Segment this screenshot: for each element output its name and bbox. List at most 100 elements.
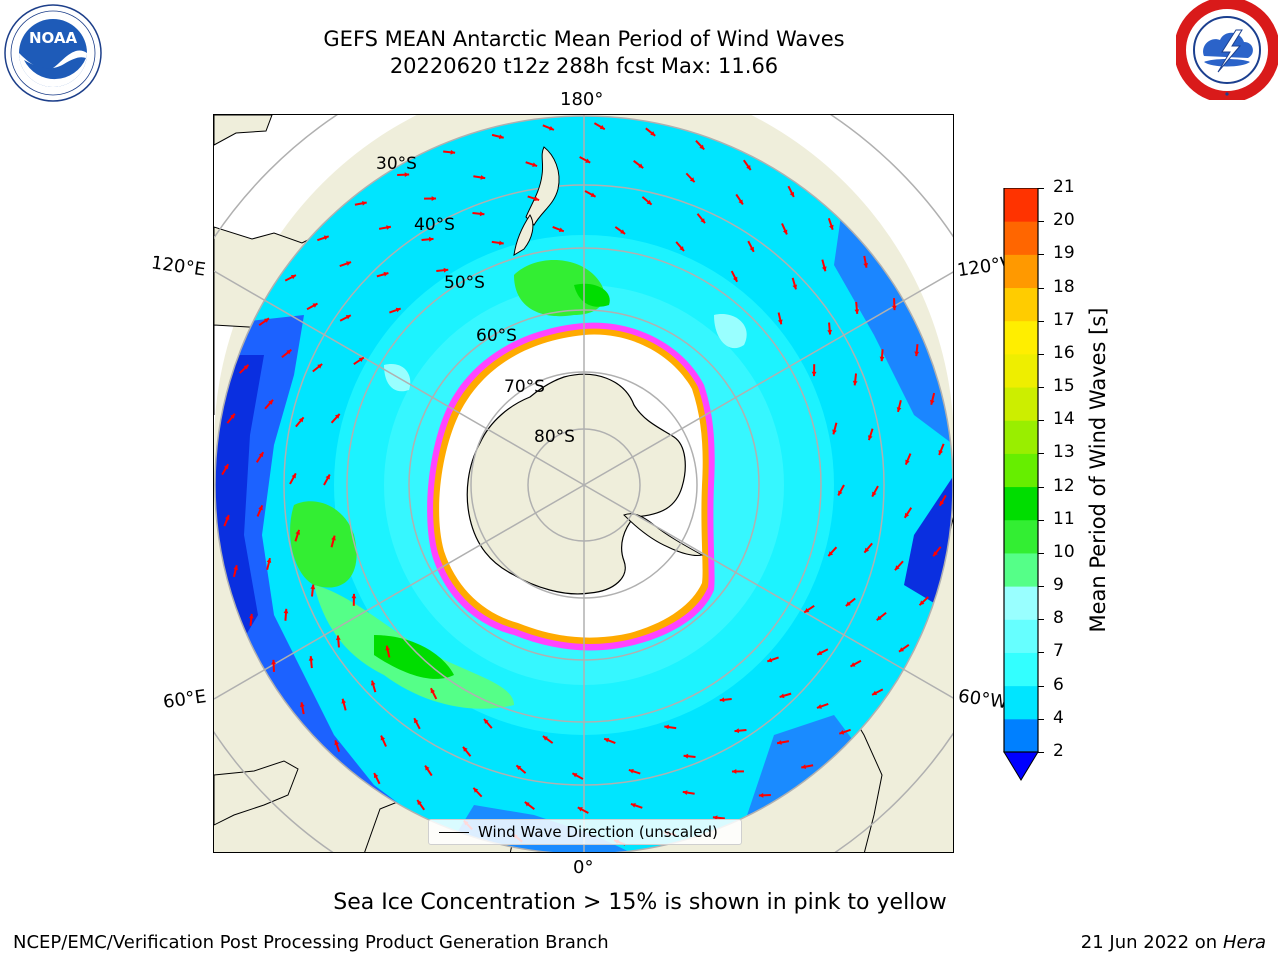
footer-date: 21 Jun 2022 on	[1080, 932, 1218, 953]
colorbar-tick-label: 17	[1053, 309, 1075, 330]
wind-wave-arrowhead	[450, 149, 456, 155]
wind-wave-arrowhead	[758, 792, 764, 798]
wind-wave-arrowhead	[827, 329, 833, 335]
wind-wave-arrowhead	[479, 211, 485, 217]
wind-wave-arrowhead	[719, 697, 725, 703]
wind-wave-arrowhead	[905, 459, 910, 465]
colorbar-tick-mark	[1038, 552, 1044, 554]
colorbar-segment	[1004, 453, 1038, 488]
wind-wave-arrowhead	[380, 735, 386, 741]
colorbar-underflow-triangle	[1003, 751, 1039, 781]
wind-wave-arrowhead	[374, 773, 379, 779]
wind-wave-arrowhead	[243, 364, 249, 370]
colorbar-tick-label: 10	[1053, 541, 1075, 562]
wind-wave-arrowhead	[599, 124, 605, 130]
colorbar-tick-label: 15	[1053, 376, 1075, 397]
colorbar-segment	[1004, 652, 1038, 687]
wind-wave-arrowhead	[290, 275, 296, 280]
wind-wave-arrowhead	[310, 584, 316, 590]
legend-label: Wind Wave Direction (unscaled)	[478, 823, 718, 841]
colorbar-tick-label: 14	[1053, 409, 1075, 430]
wind-wave-arrowhead	[223, 464, 229, 470]
graticule	[214, 115, 953, 852]
colorbar-tick-label: 7	[1053, 641, 1064, 662]
colorbar-tick-mark	[1038, 752, 1044, 753]
colorbar-segment	[1004, 685, 1038, 720]
footer-host: Hera	[1222, 932, 1266, 953]
colorbar-tick-label: 21	[1053, 177, 1075, 197]
wind-wave-arrowhead	[534, 196, 540, 202]
colorbar-tick-label: 20	[1053, 210, 1075, 231]
wind-wave-arrowhead	[914, 351, 920, 357]
colorbar-tick-label: 9	[1053, 575, 1064, 596]
wind-wave-arrowhead	[904, 512, 910, 518]
wind-wave-arrowhead	[473, 787, 479, 793]
wind-wave-arrowhead	[646, 199, 652, 205]
wind-wave-arrowhead	[854, 309, 860, 314]
wind-wave-arrowhead	[258, 452, 264, 458]
colorbar-tick-label: 8	[1053, 608, 1064, 629]
lon-label-120e: 120°E	[149, 252, 207, 281]
colorbar-tick-mark	[1038, 320, 1044, 322]
wind-wave-arrowhead	[679, 246, 685, 252]
wind-wave-arrowhead	[268, 399, 274, 405]
wind-wave-arrowhead	[852, 380, 858, 386]
colorbar-tick-label: 4	[1053, 707, 1064, 728]
wind-wave-arrowhead	[590, 192, 596, 197]
wind-wave-arrowhead	[749, 246, 754, 252]
wind-wave-arrowhead	[792, 284, 798, 290]
wind-wave-arrowhead	[628, 768, 634, 774]
wind-wave-arrows	[221, 122, 947, 846]
wind-wave-arrowhead	[779, 693, 785, 699]
svg-text:NOAA: NOAA	[29, 29, 78, 47]
colorbar-tick-label: 16	[1053, 342, 1075, 363]
colorbar-segment	[1004, 619, 1038, 653]
lon-label-60e: 60°E	[161, 686, 208, 713]
sea-ice-caption: Sea Ice Concentration > 15% is shown in …	[333, 890, 947, 915]
wind-wave-arrowhead	[811, 371, 817, 377]
wind-wave-arrowhead	[334, 740, 339, 746]
lat-label-60s: 60°S	[476, 326, 517, 346]
wind-wave-arrowhead	[425, 765, 430, 771]
wind-wave-arrowhead	[867, 435, 873, 441]
wind-wave-arrowhead	[767, 657, 773, 663]
wind-wave-arrowhead	[346, 261, 352, 266]
wind-wave-arrowhead	[879, 356, 885, 362]
colorbar-tick-mark	[1038, 519, 1044, 521]
wind-wave-arrowhead	[712, 815, 718, 821]
colorbar-border	[1003, 188, 1039, 753]
colorbar-tick-mark	[1038, 188, 1044, 189]
wind-wave-arrowhead	[746, 165, 751, 170]
wind-wave-arrowhead	[308, 656, 314, 661]
wind-wave-arrowhead	[734, 728, 740, 734]
polar-map: 30°S 40°S 50°S 60°S 70°S 80°S	[213, 114, 954, 853]
wind-wave-arrowhead	[271, 659, 277, 665]
wind-wave-arrowhead	[804, 608, 810, 613]
wind-wave-arrowhead	[891, 305, 897, 311]
footer-timestamp: 21 Jun 2022 on Hera	[1081, 932, 1266, 953]
noaa-logo: NOAA	[4, 4, 102, 102]
wind-wave-arrowhead	[443, 267, 449, 273]
colorbar-tick-mark	[1038, 685, 1044, 687]
wind-wave-arrowhead	[258, 505, 263, 511]
wind-wave-arrowhead	[335, 635, 341, 641]
wind-wave-arrowhead	[731, 769, 737, 774]
wind-wave-arrowhead	[428, 236, 434, 242]
wind-wave-arrowhead	[777, 319, 783, 325]
wind-wave-arrowhead	[325, 474, 330, 480]
wind-wave-arrowhead	[385, 645, 391, 651]
colorbar-tick-mark	[1038, 619, 1044, 621]
wind-wave-arrowhead	[383, 271, 389, 277]
wind-wave-arrowhead	[738, 199, 743, 205]
wind-wave-arrowhead	[864, 547, 870, 553]
wind-wave-arrowhead	[832, 429, 837, 435]
wind-wave-arrowhead	[801, 764, 807, 770]
wind-wave-arrowhead	[341, 698, 347, 704]
nws-logo	[1176, 0, 1278, 100]
wind-wave-arrowhead	[899, 647, 904, 652]
continent-outlines	[513, 146, 560, 256]
colorbar-tick-label: 6	[1053, 674, 1064, 695]
colorbar-tick-mark	[1038, 586, 1044, 588]
colorbar-segment	[1004, 718, 1038, 753]
colorbar-segment	[1004, 320, 1038, 355]
